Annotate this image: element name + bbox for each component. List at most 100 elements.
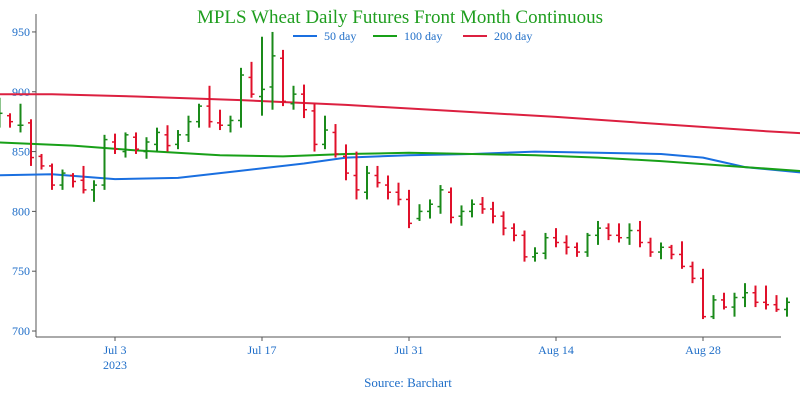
x-tick-label: Jul 17 xyxy=(247,343,276,357)
ohlc-bar xyxy=(721,292,727,310)
ohlc-bar xyxy=(364,165,370,200)
ohlc-bar xyxy=(427,199,433,219)
ohlc-bar xyxy=(238,67,244,128)
ohlc-bar xyxy=(248,61,255,98)
series-line xyxy=(0,141,800,173)
ohlc-bar xyxy=(101,134,108,190)
y-axis-ticks: 700 750 800 850 900 950 xyxy=(12,25,36,338)
legend-label: 50 day xyxy=(324,29,356,43)
ohlc-bar xyxy=(406,189,412,229)
ohlc-bar xyxy=(763,285,769,310)
ohlc-bar xyxy=(164,125,171,152)
ohlc-bar xyxy=(416,204,423,221)
ohlc-bar xyxy=(647,237,654,257)
ohlc-bar xyxy=(217,109,223,131)
ohlc-bar xyxy=(385,175,391,200)
ohlc-bar xyxy=(143,137,150,159)
ohlc-bar xyxy=(80,165,87,194)
ohlc-bar xyxy=(259,36,265,116)
series-line xyxy=(0,150,800,181)
series-line xyxy=(0,93,800,135)
chart-title: MPLS Wheat Daily Futures Front Month Con… xyxy=(197,7,603,28)
x-tick-sublabel: 2023 xyxy=(103,358,127,372)
y-tick-label: 850 xyxy=(12,145,30,159)
ohlc-bar xyxy=(490,201,496,224)
ohlc-bar xyxy=(553,228,559,248)
ohlc-bar xyxy=(679,241,685,269)
ohlc-bar xyxy=(668,244,675,260)
x-tick-label: Aug 28 xyxy=(685,343,721,357)
ohlc-bar xyxy=(563,235,570,255)
legend: 50 day 100 day 200 day xyxy=(293,29,532,43)
ohlc-bar xyxy=(301,84,307,119)
ohlc-bar xyxy=(59,169,66,190)
ohlc-bar xyxy=(91,180,97,202)
x-tick-label: Jul 3 xyxy=(103,343,126,357)
ohlc-bar xyxy=(343,144,349,181)
ohlc-bar xyxy=(7,113,13,128)
ohlc-bar xyxy=(532,247,538,262)
ohlc-bar xyxy=(511,223,517,242)
x-tick-label: Aug 14 xyxy=(538,343,574,357)
source-note: Source: Barchart xyxy=(364,375,452,390)
legend-label: 200 day xyxy=(494,29,532,43)
ohlc-bar xyxy=(458,205,465,226)
y-tick-label: 700 xyxy=(12,324,30,338)
ohlc-bar xyxy=(574,242,580,257)
ohlc-bar xyxy=(710,295,717,320)
ohlc-bar xyxy=(658,242,664,260)
y-tick-label: 800 xyxy=(12,204,30,218)
ohlc-bar xyxy=(584,232,591,257)
ohlc-bar xyxy=(395,182,402,206)
ohlc-bar xyxy=(616,223,622,243)
ohlc-bar xyxy=(605,223,612,241)
legend-label: 100 day xyxy=(404,29,442,43)
y-tick-label: 950 xyxy=(12,25,30,39)
ohlc-bar xyxy=(353,151,360,200)
ohlc-bar xyxy=(322,115,328,150)
ohlc-bar xyxy=(595,220,601,245)
ohlc-bar xyxy=(122,132,129,158)
ohlc-bar xyxy=(752,285,759,308)
y-tick-label: 900 xyxy=(12,85,30,99)
ohlc-bar xyxy=(133,132,139,154)
ohlc-bar xyxy=(332,124,339,158)
ohlc-bar xyxy=(437,185,444,214)
ohlc-bar xyxy=(689,261,696,284)
ohlc-bar xyxy=(38,153,45,170)
ohlc-bar xyxy=(112,133,118,154)
ohlc-bar xyxy=(0,97,3,128)
ohlc-bar xyxy=(784,297,790,317)
ohlc-bar xyxy=(227,115,234,133)
ohlc-bar xyxy=(17,103,24,133)
ohlc-bar xyxy=(626,223,633,245)
ohlc-bar xyxy=(700,268,706,320)
price-bars xyxy=(0,31,790,320)
x-tick-label: Jul 31 xyxy=(394,343,423,357)
ohlc-bar xyxy=(28,119,34,166)
ohlc-bar xyxy=(175,130,181,150)
ohlc-bar xyxy=(206,85,213,128)
ohlc-bar xyxy=(70,173,76,188)
ohlc-bar xyxy=(773,295,780,312)
ohlc-bar xyxy=(269,31,276,110)
ohlc-bar xyxy=(49,163,55,190)
ohlc-bar xyxy=(448,187,454,224)
y-tick-label: 750 xyxy=(12,264,30,278)
ohlc-bar xyxy=(290,85,297,110)
ohlc-bar xyxy=(185,115,192,143)
ohlc-bar xyxy=(311,103,318,152)
ohlc-bar xyxy=(637,220,643,248)
ohlc-bar xyxy=(731,292,738,317)
ohlc-bar xyxy=(280,49,286,107)
ohlc-bar xyxy=(154,127,160,152)
ohlc-bar xyxy=(542,232,549,260)
ohlc-bar xyxy=(479,197,486,214)
moving-average-lines xyxy=(0,93,800,181)
ohlc-bar xyxy=(742,283,748,308)
ohlc-bar xyxy=(500,211,507,236)
ohlc-bar xyxy=(196,103,202,128)
ohlc-bar xyxy=(469,199,475,218)
